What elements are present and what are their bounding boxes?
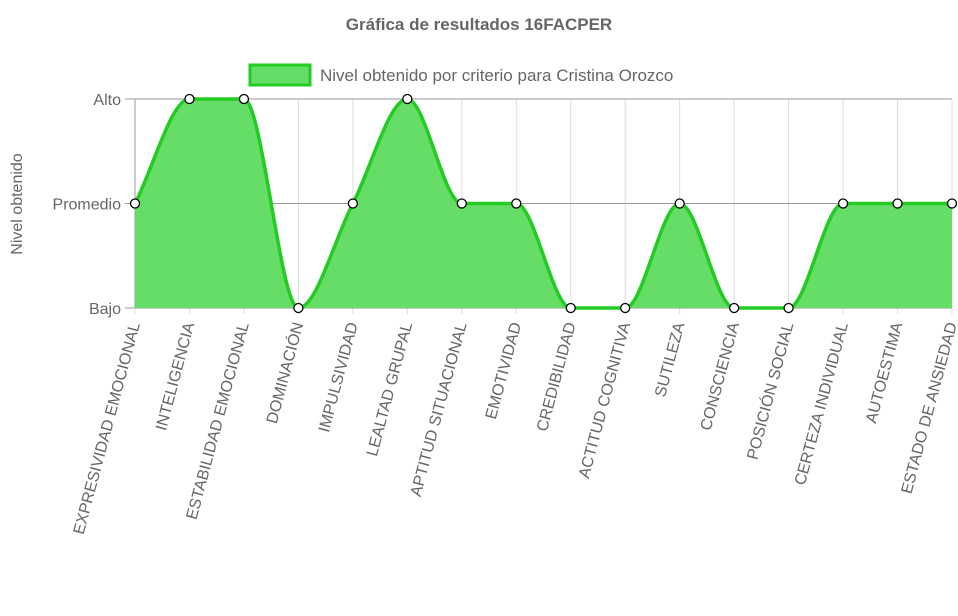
y-axis-label: Nivel obtenido — [9, 153, 26, 255]
y-tick-label: Alto — [93, 92, 121, 109]
x-tick-label: EMOTIVIDAD — [483, 321, 525, 422]
x-tick-label: POSICIÓN SOCIAL — [743, 320, 798, 462]
data-point[interactable] — [511, 198, 522, 209]
x-tick-label: SUTILEZA — [652, 320, 688, 399]
data-point[interactable] — [565, 302, 576, 314]
x-tick-label: ESTABILIDAD EMOCIONAL — [184, 321, 253, 522]
data-point[interactable] — [402, 93, 413, 105]
area-fill — [135, 99, 952, 308]
y-tick-label: Promedio — [53, 197, 122, 214]
x-tick-label: INTELIGENCIA — [153, 320, 198, 432]
y-axis-ticks: Bajo Promedio Alto — [53, 92, 122, 318]
x-tick-label: ACTITUD COGNITIVA — [576, 320, 634, 480]
legend-swatch[interactable] — [248, 63, 312, 87]
data-points — [129, 93, 958, 314]
chart-title: Gráfica de resultados 16FACPER — [346, 15, 612, 34]
data-point[interactable] — [946, 198, 958, 209]
data-point[interactable] — [184, 93, 195, 105]
data-point[interactable] — [837, 198, 849, 209]
data-point[interactable] — [293, 302, 304, 314]
data-point[interactable] — [728, 302, 740, 314]
x-tick-label: CONSCIENCIA — [698, 320, 743, 432]
x-tick-label: ESTADO DE ANSIEDAD — [899, 321, 958, 496]
data-point[interactable] — [347, 198, 359, 209]
legend-label[interactable]: Nivel obtenido por criterio para Cristin… — [320, 66, 673, 85]
x-axis-ticks: EXPRESIVIDAD EMOCIONAL INTELIGENCIAESTABI… — [71, 320, 958, 536]
x-tick-label: LEALTAD GRUPAL — [364, 321, 416, 459]
x-tick-label: CREDIBILIDAD — [534, 321, 579, 434]
data-point[interactable] — [892, 198, 903, 209]
legend[interactable]: Nivel obtenido por criterio para Cristin… — [248, 63, 673, 87]
data-point[interactable] — [456, 198, 467, 209]
x-tick-label: IMPULSIVIDAD — [316, 321, 362, 434]
data-point[interactable] — [238, 93, 250, 105]
x-tick-label: CERTEZA INDIVIDUAL — [792, 321, 852, 488]
data-point[interactable] — [620, 302, 631, 314]
x-tick-label: DOMINACIÓN — [262, 320, 307, 425]
x-tick-label: AUTOESTIMA — [863, 320, 906, 425]
data-point[interactable] — [129, 198, 141, 209]
data-point[interactable] — [674, 198, 685, 209]
x-tick-label: APTITUD SITUACIONAL — [408, 321, 471, 499]
y-tick-label: Bajo — [89, 301, 121, 318]
x-tick-label: EXPRESIVIDAD EMOCIONAL — [71, 321, 144, 537]
data-point[interactable] — [783, 302, 794, 314]
